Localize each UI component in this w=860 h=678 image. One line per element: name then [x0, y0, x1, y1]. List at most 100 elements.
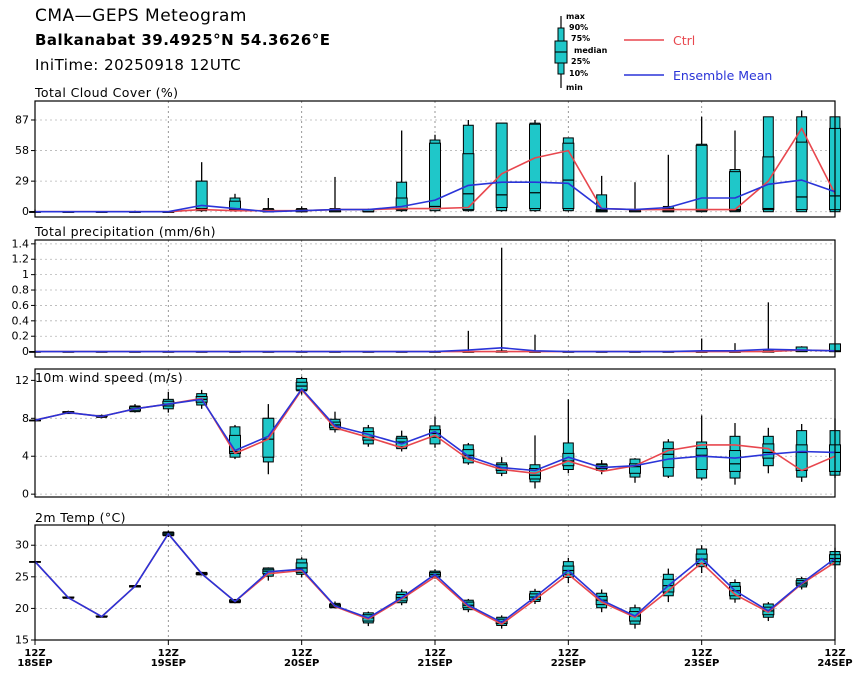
panel-3: 0 4 8 12 10m wind speed (m/s) — [15, 368, 841, 501]
box-mark — [195, 162, 208, 212]
y-tick-label: 1.4 — [12, 237, 30, 250]
y-tick-label: 25 — [15, 570, 29, 583]
panel-frame — [34, 368, 836, 498]
legend-box-label: 75% — [571, 34, 590, 43]
mean-series-line — [35, 179, 836, 213]
legend-mean-label: Ensemble Mean — [673, 68, 772, 83]
box-p25-p75 — [762, 443, 775, 459]
x-tick-date: 24SEP — [817, 658, 852, 669]
box-mark — [462, 442, 475, 465]
box-p25-p75 — [695, 448, 708, 471]
panel-2: 0 0.2 0.4 0.6 0.8 1 1.2 1.4 Total precipitation … — [12, 224, 841, 358]
panel-frame — [34, 100, 836, 218]
panel-frame — [34, 239, 836, 358]
page-title: CMA—GEPS Meteogram — [35, 6, 247, 26]
box-mark — [762, 427, 775, 474]
y-tick-label: 30 — [15, 539, 29, 552]
station-label: Balkanabat 39.4925°N 54.3626°E — [35, 31, 331, 49]
y-tick-label: 12 — [15, 374, 29, 387]
box-mark — [495, 122, 508, 212]
x-tick-hour: 12Z — [291, 648, 312, 659]
y-tick-label: 0.8 — [12, 284, 30, 297]
box-p25-p75 — [795, 141, 808, 211]
box-p25-p75 — [395, 197, 408, 211]
box-mark — [562, 137, 575, 212]
y-tick-label: 58 — [15, 144, 29, 157]
box-p10-p90 — [396, 181, 408, 212]
box-p25-p75 — [529, 123, 541, 210]
box-mark — [329, 176, 341, 213]
box-p25-p75 — [495, 122, 508, 209]
mean-series-line — [34, 532, 836, 624]
y-tick-label: 0.2 — [12, 330, 30, 343]
y-tick-label: 1 — [22, 268, 29, 281]
box-mark — [729, 130, 741, 213]
box-mark — [262, 198, 275, 213]
panel-frame — [34, 524, 836, 641]
legend-box-label: 10% — [569, 69, 588, 78]
box-mark — [395, 130, 408, 212]
legend-box-label: min — [566, 83, 583, 92]
box-mark — [295, 376, 308, 395]
box-mark — [795, 110, 808, 213]
legend-box-label: median — [574, 46, 608, 55]
init-time-label: IniTime: 20250918 12UTC — [35, 56, 242, 74]
x-tick-hour: 12Z — [424, 648, 445, 659]
box-p25-p75 — [729, 171, 741, 212]
x-tick-date: 21SEP — [417, 658, 452, 669]
box-mark — [695, 415, 708, 480]
box-mark — [595, 175, 608, 213]
panel-1: 0 29 58 87 Total Cloud Cover (%) — [15, 85, 841, 218]
x-tick-hour: 12Z — [558, 648, 579, 659]
mean-series-line — [35, 346, 836, 353]
box-p25-p75 — [795, 444, 808, 471]
panel-title: Total precipitation (mm/6h) — [34, 224, 216, 239]
box-p25-p75 — [229, 200, 241, 211]
y-tick-label: 0 — [22, 488, 29, 501]
legend-box-label: 25% — [571, 57, 590, 66]
legend-box-label: 90% — [569, 23, 588, 32]
x-tick-hour: 12Z — [824, 648, 845, 659]
panel-title: Total Cloud Cover (%) — [34, 85, 178, 100]
y-tick-label: 87 — [15, 113, 29, 126]
panel-title: 2m Temp (°C) — [35, 510, 126, 525]
legend-ctrl-label: Ctrl — [673, 33, 695, 48]
box-p25-p75 — [562, 142, 575, 210]
x-tick-date: 20SEP — [284, 658, 319, 669]
box-mark — [629, 182, 641, 213]
y-tick-label: 4 — [22, 450, 29, 463]
y-tick-label: 8 — [22, 412, 29, 425]
box-p25-p75 — [462, 449, 475, 459]
x-tick-date: 22SEP — [551, 658, 586, 669]
box-mark — [462, 330, 475, 353]
y-tick-label: 29 — [15, 175, 29, 188]
legend-box-label: max — [566, 12, 586, 21]
box-mark — [629, 458, 641, 483]
x-tick-hour: 12Z — [158, 648, 179, 659]
y-tick-label: 0 — [22, 345, 29, 358]
box-mark — [795, 423, 808, 482]
y-tick-label: 15 — [15, 634, 29, 647]
box-mark — [462, 119, 475, 212]
box-mark — [529, 334, 541, 353]
box-mark — [762, 116, 775, 213]
box-mark — [662, 154, 675, 213]
y-tick-label: 20 — [15, 602, 29, 615]
box-mark — [729, 423, 741, 485]
legend: max 90% 75% median 25% 10% min Ctrl Ensemble Mea… — [554, 12, 772, 92]
x-tick-hour: 12Z — [24, 648, 45, 659]
box-p25-p75 — [629, 463, 641, 474]
box-p25-p75 — [729, 450, 741, 472]
y-tick-label: 0.4 — [12, 314, 30, 327]
x-tick-date: 18SEP — [17, 658, 52, 669]
panel-title: 10m wind speed (m/s) — [35, 370, 183, 385]
box-mark — [529, 435, 541, 489]
y-tick-label: 0 — [22, 205, 29, 218]
y-tick-label: 0.6 — [12, 299, 30, 312]
box-mark — [295, 557, 308, 578]
box-mark — [162, 391, 175, 413]
box-mark — [529, 119, 541, 212]
y-tick-label: 1.2 — [12, 253, 30, 266]
panel-4: 15 20 25 30 2m Temp (°C) — [15, 510, 841, 647]
